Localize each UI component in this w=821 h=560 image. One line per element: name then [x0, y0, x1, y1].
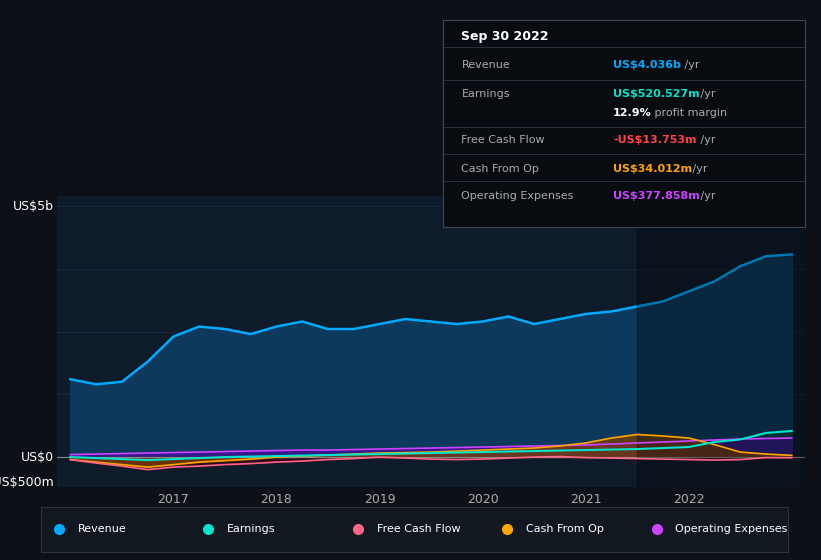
Text: /yr: /yr — [696, 89, 715, 99]
Text: US$34.012m: US$34.012m — [613, 164, 692, 174]
Text: 2018: 2018 — [260, 493, 292, 506]
Text: 12.9%: 12.9% — [613, 108, 652, 118]
Text: profit margin: profit margin — [651, 108, 727, 118]
Text: -US$500m: -US$500m — [0, 475, 53, 489]
Text: US$520.527m: US$520.527m — [613, 89, 699, 99]
Text: US$4.036b: US$4.036b — [613, 60, 681, 70]
Text: Free Cash Flow: Free Cash Flow — [377, 524, 460, 534]
Text: Cash From Op: Cash From Op — [461, 164, 539, 174]
Text: 2021: 2021 — [570, 493, 602, 506]
Text: Operating Expenses: Operating Expenses — [676, 524, 787, 534]
Text: Free Cash Flow: Free Cash Flow — [461, 135, 545, 145]
Text: /yr: /yr — [696, 135, 715, 145]
Text: -US$13.753m: -US$13.753m — [613, 135, 697, 145]
Text: /yr: /yr — [696, 191, 715, 200]
Text: Cash From Op: Cash From Op — [526, 524, 603, 534]
Text: /yr: /yr — [681, 60, 699, 70]
Text: Earnings: Earnings — [227, 524, 276, 534]
Text: 2017: 2017 — [158, 493, 190, 506]
Text: Earnings: Earnings — [461, 89, 510, 99]
Text: Revenue: Revenue — [461, 60, 510, 70]
Text: US$0: US$0 — [21, 451, 53, 464]
Text: US$377.858m: US$377.858m — [613, 191, 699, 200]
Text: 2019: 2019 — [364, 493, 396, 506]
Text: /yr: /yr — [689, 164, 708, 174]
Text: 2020: 2020 — [466, 493, 498, 506]
Bar — [637, 196, 805, 487]
Text: 2022: 2022 — [673, 493, 704, 506]
Text: Sep 30 2022: Sep 30 2022 — [461, 30, 549, 43]
Text: Revenue: Revenue — [78, 524, 126, 534]
Text: Operating Expenses: Operating Expenses — [461, 191, 574, 200]
Text: US$5b: US$5b — [13, 199, 53, 213]
